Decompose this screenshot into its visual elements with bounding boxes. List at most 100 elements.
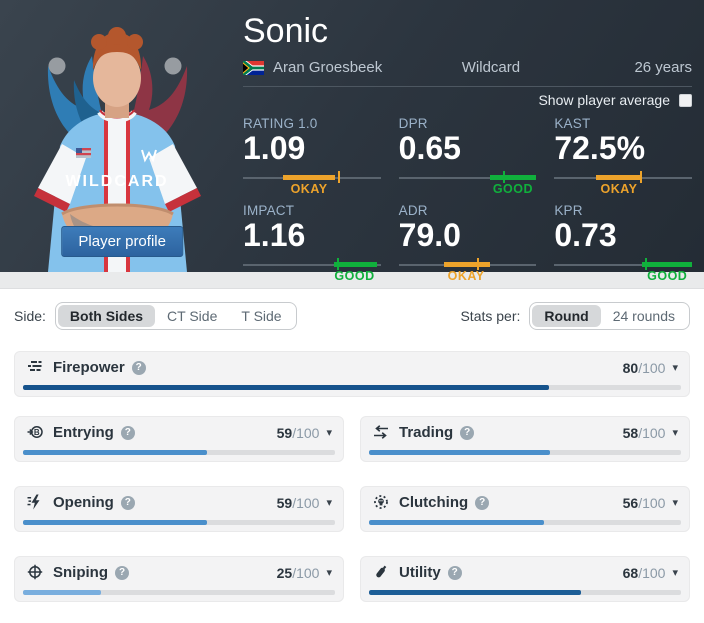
help-icon[interactable]: ? [131, 360, 146, 375]
stat-rating-word: OKAY [600, 181, 638, 196]
skill-score: 56/100 [622, 494, 666, 511]
help-icon[interactable]: ? [475, 495, 490, 510]
skill-row-entrying[interactable]: B Entrying ? 59/100 ▾ [14, 416, 344, 462]
skill-row-sniping[interactable]: Sniping ? 25/100 ▾ [14, 556, 344, 602]
header-divider [243, 86, 692, 88]
skill-name: Entrying [53, 424, 114, 441]
chevron-down-icon[interactable]: ▾ [672, 362, 678, 374]
skill-progress [23, 590, 101, 595]
stat-rating: RATING 1.0 1.09 OKAY [243, 116, 381, 196]
stat-kast: KAST 72.5% OKAY [554, 116, 692, 196]
stat-label: RATING 1.0 [243, 116, 318, 132]
stat-value: 79.0 [398, 216, 461, 253]
firepower-icon [26, 359, 45, 376]
skill-score: 58/100 [622, 424, 666, 441]
sniper-crosshair-icon [26, 564, 45, 581]
stats-per-label: Stats per: [460, 308, 521, 324]
stat-value: 1.09 [243, 130, 306, 167]
chevron-down-icon[interactable]: ▾ [672, 427, 678, 439]
stat-rating-word: OKAY [290, 181, 328, 196]
skill-grid-row-3: Sniping ? 25/100 ▾ Utility ? [14, 556, 690, 602]
stat-rating-word: GOOD [647, 268, 688, 283]
skill-row-opening[interactable]: Opening ? 59/100 ▾ [14, 486, 344, 532]
skill-score: 59/100 [276, 494, 320, 511]
skill-name: Trading [399, 424, 454, 441]
skill-score: 80/100 [622, 359, 666, 376]
tab-ct-side[interactable]: CT Side [167, 308, 218, 324]
section-separator [0, 272, 704, 289]
chevron-down-icon[interactable]: ▾ [326, 497, 332, 509]
skill-row-utility[interactable]: Utility ? 68/100 ▾ [360, 556, 690, 602]
summary-stats-grid: RATING 1.0 1.09 OKAY DPR 0.65 GOOD [243, 116, 692, 283]
stat-rating-word: GOOD [334, 268, 375, 283]
skill-name: Utility [399, 564, 441, 581]
side-segmented-control: Both Sides CT Side T Side [54, 302, 297, 330]
stats-per-filter: Stats per: Round 24 rounds [460, 302, 690, 330]
chevron-down-icon[interactable]: ▾ [326, 427, 332, 439]
skill-progress [369, 450, 550, 455]
stat-label: KPR [554, 202, 583, 218]
skill-grid-row-2: Opening ? 59/100 ▾ Clutchin [14, 486, 690, 532]
tab-t-side[interactable]: T Side [241, 308, 282, 324]
tab-per-round[interactable]: Round [532, 305, 601, 327]
skill-row-firepower[interactable]: Firepower ? 80/100 ▾ [14, 351, 690, 397]
skill-name: Opening [53, 494, 114, 511]
stat-scale-bar: OKAY [554, 170, 692, 196]
skill-name: Firepower [53, 359, 125, 376]
help-icon[interactable]: ? [115, 565, 129, 580]
stat-rating-word: GOOD [492, 181, 534, 196]
side-filter-label: Side: [14, 308, 46, 324]
skill-name: Clutching [399, 494, 469, 511]
player-name: Sonic [243, 12, 329, 50]
skill-progress [23, 385, 550, 390]
show-average-label: Show player average [538, 92, 670, 109]
stat-label: KAST [554, 116, 591, 132]
stat-value: 72.5% [554, 130, 646, 167]
tab-per-24-rounds[interactable]: 24 rounds [612, 308, 675, 324]
player-profile-button[interactable]: Player profile [61, 226, 183, 257]
skill-progress [369, 590, 582, 595]
player-info-row: Aran Groesbeek Wildcard 26 years [241, 58, 692, 77]
stat-label: DPR [398, 116, 428, 132]
chevron-down-icon[interactable]: ▾ [326, 567, 332, 579]
help-icon[interactable]: ? [120, 495, 135, 510]
player-age: 26 years [634, 59, 692, 77]
stat-scale-bar: GOOD [398, 170, 537, 196]
skill-row-trading[interactable]: Trading ? 58/100 ▾ [360, 416, 690, 462]
player-photo: WILDCARD Player profile [0, 0, 235, 272]
skill-score: 25/100 [276, 564, 320, 581]
stat-scale-bar: GOOD [243, 257, 381, 283]
stat-label: IMPACT [243, 202, 295, 218]
skill-progress [369, 520, 544, 525]
header-content: Sonic Aran Groesbeek Wildcard [241, 0, 704, 283]
stat-value: 0.73 [554, 216, 617, 253]
skill-progress [23, 520, 208, 525]
entry-b-icon: B [26, 424, 45, 441]
player-team[interactable]: Wildcard [461, 59, 521, 77]
player-real-name: Aran Groesbeek [273, 59, 383, 77]
help-icon[interactable]: ? [120, 425, 135, 440]
help-icon[interactable]: ? [460, 425, 475, 440]
skill-row-clutching[interactable]: Clutching ? 56/100 ▾ [360, 486, 690, 532]
tab-both-sides[interactable]: Both Sides [57, 305, 156, 327]
chevron-down-icon[interactable]: ▾ [672, 567, 678, 579]
stat-scale-bar: OKAY [243, 170, 381, 196]
stat-scale-bar: GOOD [554, 257, 692, 283]
skill-score: 59/100 [276, 424, 320, 441]
skill-panel: Firepower ? 80/100 ▾ B Entrying ? 59/100 [0, 351, 704, 602]
stat-value: 0.65 [398, 130, 461, 167]
trade-arrows-icon [372, 424, 391, 441]
skill-grid-row-1: B Entrying ? 59/100 ▾ Tra [14, 416, 690, 462]
stat-label: ADR [398, 202, 428, 218]
side-filter: Side: Both Sides CT Side T Side [14, 302, 297, 330]
chevron-down-icon[interactable]: ▾ [672, 497, 678, 509]
show-average-checkbox[interactable] [679, 93, 692, 107]
stats-per-segmented-control: Round 24 rounds [529, 302, 690, 330]
skill-progress [23, 450, 208, 455]
skill-name: Sniping [53, 564, 108, 581]
stat-scale-bar: OKAY [398, 257, 537, 283]
stat-kpr: KPR 0.73 GOOD [554, 202, 692, 283]
help-icon[interactable]: ? [447, 565, 462, 580]
opening-bolt-icon [26, 494, 45, 511]
player-header: WILDCARD Player profile Sonic [0, 0, 704, 283]
